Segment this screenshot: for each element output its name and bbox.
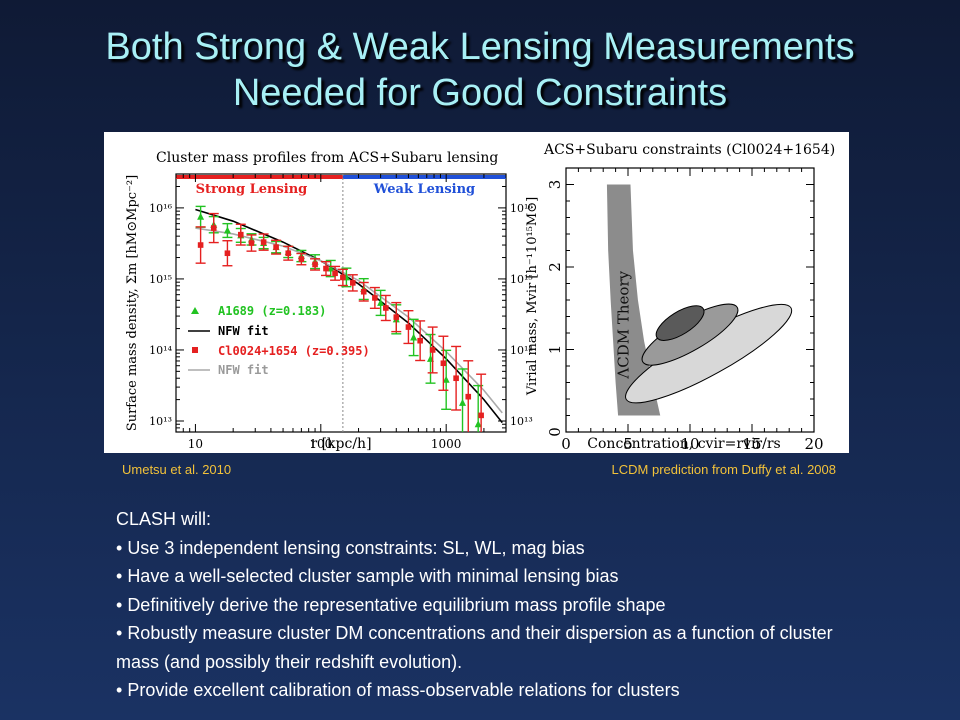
mass-profile-ticks: 10 100 1000 10¹³ 10¹³ 10¹⁴ 10¹⁴ 10¹⁵ 10¹⁵ 10¹⁶ 10¹… [149, 173, 533, 451]
x-tick-label: 15 [742, 435, 761, 453]
y-tick-label-right: 10¹⁶ [510, 202, 533, 215]
concentration-mass-ticks: 0 5 10 15 20 0 1 2 3 [546, 168, 824, 453]
data-point-a1689 [223, 226, 231, 234]
clash-bullet: Use 3 independent lensing constraints: S… [116, 534, 876, 563]
data-point-cl0024 [350, 280, 356, 286]
slide-title-line2: Needed for Good Constraints [232, 72, 728, 114]
mass-profile-ylabel: Surface mass density, Σm [hM⊙Mpc⁻²] [125, 175, 140, 431]
data-point-cl0024 [383, 305, 389, 311]
x-tick-label: 100 [309, 437, 332, 451]
concentration-mass-frame [565, 167, 815, 433]
x-tick-label: 10 [680, 435, 699, 453]
mass-profile-title: Cluster mass profiles from ACS+Subaru le… [156, 150, 498, 166]
clash-bullet: Provide excellent calibration of mass-ob… [116, 676, 876, 705]
figure-svg: Cluster mass profiles from ACS+Subaru le… [125, 142, 835, 453]
region-label: Weak Lensing [373, 182, 475, 197]
data-point-cl0024 [197, 242, 204, 248]
data-point-cl0024 [393, 314, 400, 320]
data-point-a1689 [377, 298, 385, 306]
legend-label: A1689 (z=0.183) [218, 304, 326, 318]
slide-title: Both Strong & Weak Lensing Measurements … [0, 24, 960, 116]
data-point-a1689 [442, 375, 450, 383]
data-point-cl0024 [237, 231, 244, 238]
data-point-cl0024 [417, 337, 423, 344]
credit-umetsu: Umetsu et al. 2010 [122, 462, 232, 477]
data-point-cl0024 [372, 295, 378, 301]
slide-title-line1: Both Strong & Weak Lensing Measurements [105, 26, 855, 68]
y-tick-label-right: 10¹³ [510, 415, 533, 428]
data-point-cl0024 [440, 360, 447, 367]
data-point-cl0024 [332, 270, 338, 277]
y-tick-label: 10¹⁵ [149, 273, 172, 286]
data-point-a1689 [410, 333, 418, 341]
clash-bullet: Robustly measure cluster DM concentratio… [116, 619, 876, 676]
clash-bullet: Have a well-selected cluster sample with… [116, 562, 876, 591]
legend-marker [191, 307, 199, 314]
data-point-a1689 [474, 420, 482, 428]
data-point-a1689 [327, 264, 335, 272]
data-point-cl0024 [323, 265, 329, 272]
data-point-cl0024 [453, 375, 459, 382]
nfw-fit-line [195, 227, 503, 414]
data-point-a1689 [197, 212, 205, 220]
data-point-a1689 [459, 398, 467, 406]
y-tick-label-right: 10¹⁴ [510, 344, 533, 357]
data-point-cl0024 [429, 347, 436, 353]
data-point-cl0024 [465, 393, 472, 400]
lcdm-band-label: ΛCDM Theory [614, 270, 632, 379]
y-tick-label: 0 [546, 427, 564, 437]
y-tick-label: 1 [546, 345, 564, 355]
nfw-fit-line [195, 208, 503, 424]
y-tick-label-right: 10¹⁵ [510, 273, 533, 286]
concentration-mass-chart: ACS+Subaru constraints (Cl0024+1654) ΛCD… [525, 142, 835, 453]
data-point-cl0024 [248, 240, 255, 246]
legend-label: NFW fit [218, 324, 269, 338]
concentration-mass-ylabel: Virial mass, Mvir [h⁻¹10¹⁵M⊙] [525, 197, 540, 396]
y-tick-label: 10¹³ [149, 415, 172, 428]
mass-profile-frame [175, 173, 507, 433]
mass-profile-points [195, 205, 487, 432]
data-point-cl0024 [298, 256, 305, 262]
clash-heading: CLASH will: [116, 509, 212, 529]
x-tick-label: 0 [561, 435, 571, 453]
data-point-cl0024 [405, 324, 412, 330]
legend-marker [192, 347, 198, 353]
contour-inner [655, 305, 705, 341]
data-point-cl0024 [273, 244, 279, 250]
data-point-cl0024 [340, 274, 346, 281]
concentration-mass-title: ACS+Subaru constraints (Cl0024+1654) [543, 142, 835, 158]
y-tick-label: 10¹⁴ [149, 344, 172, 357]
legend-label: NFW fit [218, 363, 269, 377]
concentration-mass-xlabel: Concentration, cvir=rvir/rs [587, 436, 780, 452]
data-point-cl0024 [210, 225, 217, 231]
clash-block: CLASH will: Use 3 independent lensing co… [116, 505, 876, 705]
figure-panel: Cluster mass profiles from ACS+Subaru le… [104, 132, 849, 453]
region-label: Strong Lensing [196, 182, 308, 197]
y-tick-label: 2 [546, 262, 564, 272]
credit-duffy: LCDM prediction from Duffy et al. 2008 [611, 462, 836, 477]
constraint-contours [625, 303, 793, 404]
x-tick-label: 5 [623, 435, 633, 453]
x-tick-label: 1000 [431, 437, 462, 451]
clash-bullet-list: Use 3 independent lensing constraints: S… [116, 534, 876, 705]
data-point-cl0024 [285, 250, 292, 257]
clash-bullet: Definitively derive the representative e… [116, 591, 876, 620]
x-tick-label: 20 [804, 435, 823, 453]
data-point-cl0024 [224, 250, 231, 257]
legend-label: Cl0024+1654 (z=0.395) [218, 344, 370, 358]
mass-profile-xlabel: r [kpc/h] [310, 436, 371, 452]
y-tick-label: 10¹⁶ [149, 202, 172, 215]
data-point-cl0024 [360, 288, 367, 295]
mass-profile-chart: Cluster mass profiles from ACS+Subaru le… [125, 150, 533, 452]
data-point-cl0024 [312, 261, 318, 268]
data-point-cl0024 [260, 239, 267, 245]
x-tick-label: 10 [188, 437, 203, 451]
mass-profile-legend: A1689 (z=0.183) NFW fit Cl0024+1654 (z=0.3… [188, 304, 370, 377]
nfw-fit-lines [195, 208, 503, 424]
y-tick-label: 3 [546, 180, 564, 190]
data-point-cl0024 [478, 412, 484, 419]
